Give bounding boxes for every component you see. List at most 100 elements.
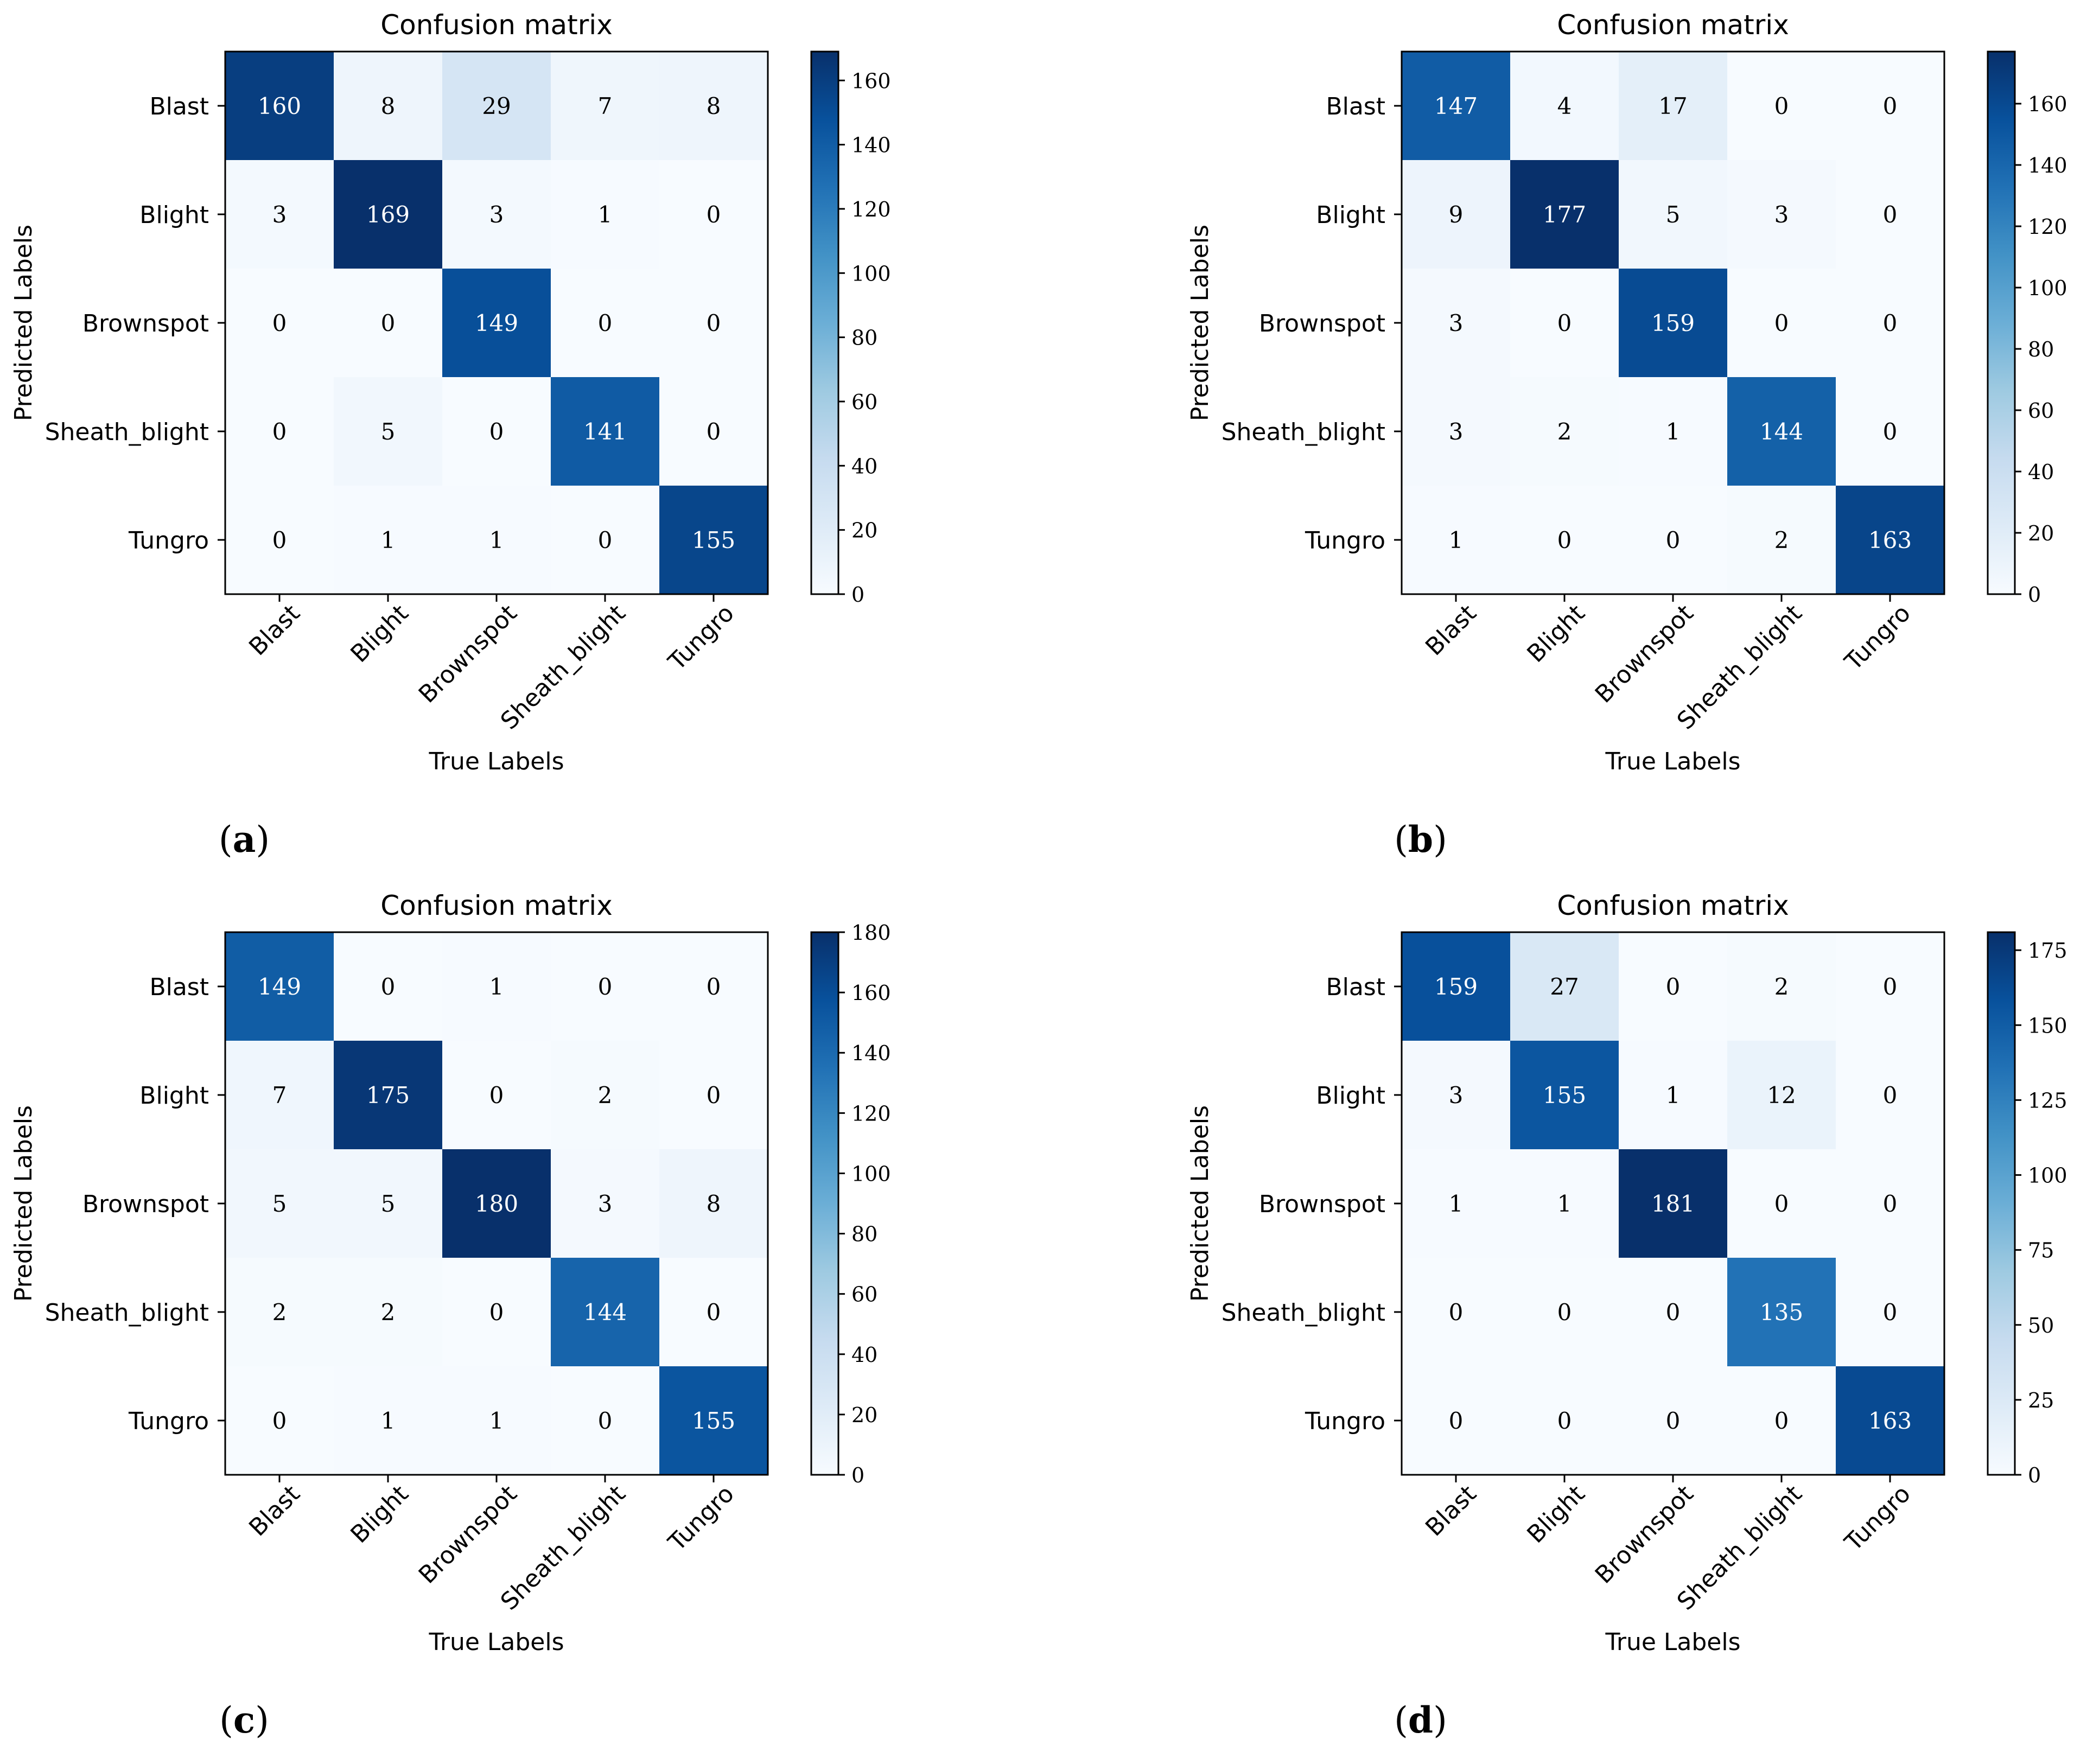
- cell-value-label: 2: [272, 1299, 287, 1326]
- cell-value-label: 0: [1774, 1190, 1789, 1217]
- y-tick-label-blight: Blight: [139, 201, 209, 229]
- colorbar: [1987, 931, 2016, 1476]
- heatmap-cell-blast-blast: [225, 52, 334, 160]
- cell-value-label: 1: [1666, 1082, 1681, 1109]
- cell-value-label: 0: [272, 310, 287, 336]
- heatmap-cell-sheath-blight-tungro: [659, 1258, 768, 1366]
- heatmap-cell-tungro-blight: [334, 1366, 442, 1475]
- cell-value-label: 5: [272, 1190, 287, 1217]
- x-axis-label: True Labels: [428, 1628, 564, 1656]
- y-tick-label-blast: Blast: [1326, 93, 1385, 120]
- cell-value-label: 0: [1774, 310, 1789, 336]
- heatmap-cell-sheath-blight-sheath-blight: [1727, 377, 1836, 486]
- cell-value-label: 159: [1651, 310, 1695, 336]
- cell-value-label: 0: [272, 418, 287, 445]
- heatmap-cell-tungro-brownspot: [442, 486, 551, 594]
- colorbar-tick-label: 40: [851, 1343, 877, 1367]
- cell-value-label: 1: [1449, 527, 1464, 553]
- x-tick-label-tungro: Tungro: [1839, 1480, 1916, 1557]
- cell-value-label: 175: [366, 1082, 410, 1109]
- colorbar-tick-label: 20: [851, 519, 877, 543]
- heatmap-cell-blight-blight: [334, 1041, 442, 1149]
- heatmap-cell-sheath-blight-blast: [1402, 1258, 1510, 1366]
- y-tick-label-brownspot: Brownspot: [1259, 1190, 1385, 1218]
- cell-value-label: 149: [475, 310, 518, 336]
- cell-value-label: 177: [1543, 201, 1586, 228]
- heatmap-cell-blast-brownspot: [442, 932, 551, 1041]
- heatmap-cell-sheath-blight-tungro: [1836, 377, 1944, 486]
- heatmap-cell-blight-blight: [1510, 160, 1619, 269]
- cell-value-label: 163: [1868, 1408, 1912, 1434]
- colorbar-tick-label: 100: [2028, 1164, 2067, 1188]
- heatmap-cell-tungro-sheath-blight: [1727, 1366, 1836, 1475]
- heatmap-cell-blight-blast: [1402, 1041, 1510, 1149]
- cell-value-label: 0: [1557, 1299, 1572, 1326]
- cell-value-label: 12: [1767, 1082, 1796, 1109]
- cell-value-label: 2: [1774, 973, 1789, 1000]
- x-tick-label-blast: Blast: [244, 1480, 306, 1542]
- cell-value-label: 2: [1557, 418, 1572, 445]
- heatmap-cell-brownspot-brownspot: [1619, 1149, 1727, 1258]
- cell-value-label: 163: [1868, 527, 1912, 553]
- colorbar-tick-label: 125: [2028, 1088, 2067, 1112]
- cell-value-label: 8: [707, 93, 721, 119]
- heatmap-cell-brownspot-blight: [1510, 269, 1619, 377]
- cell-value-label: 5: [381, 418, 396, 445]
- colorbar-tick-label: 140: [851, 133, 891, 157]
- heatmap-cell-sheath-blight-sheath-blight: [551, 1258, 659, 1366]
- cell-value-label: 9: [1449, 201, 1464, 228]
- cell-value-label: 0: [1883, 418, 1898, 445]
- heatmap-cell-blight-tungro: [1836, 160, 1944, 269]
- x-tick-label-blight: Blight: [1522, 600, 1590, 668]
- cell-value-label: 0: [1557, 310, 1572, 336]
- cell-value-label: 3: [489, 201, 504, 228]
- heatmap-cell-tungro-blast: [1402, 1366, 1510, 1475]
- heatmap-cell-blast-blast: [225, 932, 334, 1041]
- heatmap-cell-blast-brownspot: [1619, 932, 1727, 1041]
- heatmap-cell-blight-tungro: [659, 160, 768, 269]
- heatmap-cell-sheath-blight-blast: [225, 377, 334, 486]
- x-tick-label-blast: Blast: [1420, 1480, 1482, 1542]
- colorbar-tick-label: 100: [851, 262, 891, 285]
- chart-title: Confusion matrix: [1557, 9, 1789, 41]
- colorbar-tick-label: 0: [2028, 1463, 2041, 1487]
- heatmap-cell-sheath-blight-blight: [1510, 1258, 1619, 1366]
- colorbar-tick-label: 20: [2028, 521, 2054, 545]
- heatmap-cell-tungro-blast: [225, 1366, 334, 1475]
- y-tick-label-blast: Blast: [149, 93, 209, 120]
- heatmap-cell-brownspot-tungro: [1836, 1149, 1944, 1258]
- heatmap-cell-tungro-brownspot: [442, 1366, 551, 1475]
- heatmap-cell-blight-blight: [334, 160, 442, 269]
- cell-value-label: 1: [1666, 418, 1681, 445]
- x-axis-label: True Labels: [428, 748, 564, 775]
- x-tick-label-tungro: Tungro: [1839, 600, 1916, 676]
- heatmap-cell-sheath-blight-brownspot: [442, 377, 551, 486]
- heatmap-cell-brownspot-blight: [334, 269, 442, 377]
- cell-value-label: 181: [1651, 1190, 1695, 1217]
- cell-value-label: 155: [1543, 1082, 1586, 1109]
- heatmap-cell-brownspot-tungro: [659, 269, 768, 377]
- heatmap-cell-sheath-blight-blight: [1510, 377, 1619, 486]
- y-tick-label-brownspot: Brownspot: [1259, 310, 1385, 337]
- heatmap-cell-blast-sheath-blight: [551, 52, 659, 160]
- colorbar-tick-label: 160: [2028, 92, 2067, 116]
- cell-value-label: 0: [1883, 1082, 1898, 1109]
- heatmap-cell-blast-blast: [1402, 52, 1510, 160]
- heatmap-cell-sheath-blight-brownspot: [1619, 377, 1727, 486]
- cell-value-label: 1: [489, 527, 504, 553]
- cell-value-label: 1: [489, 1408, 504, 1434]
- heatmap-cell-brownspot-sheath-blight: [551, 1149, 659, 1258]
- cell-value-label: 2: [381, 1299, 396, 1326]
- heatmap-cell-blight-sheath-blight: [1727, 1041, 1836, 1149]
- cell-value-label: 5: [1666, 201, 1681, 228]
- cell-value-label: 3: [598, 1190, 613, 1217]
- y-tick-label-tungro: Tungro: [128, 527, 209, 555]
- cell-value-label: 0: [1883, 310, 1898, 336]
- cell-value-label: 8: [381, 93, 396, 119]
- y-tick-label-blight: Blight: [139, 1082, 209, 1110]
- heatmap-cell-blight-blast: [225, 1041, 334, 1149]
- heatmap-cell-blight-brownspot: [442, 160, 551, 269]
- confusion-matrix-panel-d: Confusion matrix 159 27 0 2 0 3 155 1 12 0 1 1 181 0 0 0…: [1186, 890, 2067, 1741]
